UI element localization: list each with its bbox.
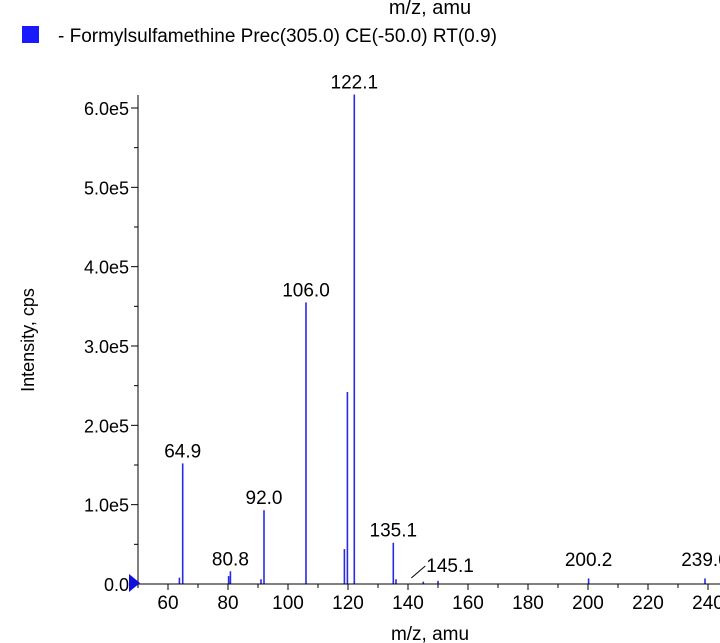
x-tick-label: 220 bbox=[632, 593, 664, 614]
y-tick-label: 0.0 bbox=[104, 575, 129, 595]
y-axis-label: Intensity, cps bbox=[18, 288, 38, 392]
peak-label: 80.8 bbox=[212, 549, 249, 570]
peak-label: 135.1 bbox=[370, 521, 418, 542]
y-tick-label: 1.0e5 bbox=[84, 496, 129, 516]
peak-label-leader bbox=[410, 565, 426, 579]
x-axis-label: m/z, amu bbox=[391, 624, 469, 643]
x-tick-label: 140 bbox=[392, 593, 424, 614]
top-cut-label: m/z, amu bbox=[389, 0, 471, 19]
x-tick-label: 240 bbox=[692, 593, 720, 614]
y-tick-label: 5.0e5 bbox=[84, 178, 129, 198]
baseline-marker-icon[interactable] bbox=[129, 574, 140, 592]
peak-label: 92.0 bbox=[246, 488, 283, 509]
y-tick-label: 2.0e5 bbox=[84, 416, 129, 436]
legend-text: - Formylsulfamethine Prec(305.0) CE(-50.… bbox=[58, 26, 497, 47]
peak-label: 200.2 bbox=[565, 550, 613, 571]
peak-label: 145.1 bbox=[426, 556, 474, 577]
peak-label: 239.0 bbox=[681, 550, 720, 571]
x-tick-label: 200 bbox=[572, 593, 604, 614]
y-tick-label: 6.0e5 bbox=[84, 99, 129, 119]
legend-swatch bbox=[22, 26, 39, 43]
x-tick-label: 80 bbox=[217, 593, 238, 614]
peak-label: 106.0 bbox=[282, 280, 330, 301]
x-tick-label: 60 bbox=[157, 593, 178, 614]
x-tick-label: 160 bbox=[452, 593, 484, 614]
peak-label: 122.1 bbox=[331, 73, 379, 94]
x-tick-label: 120 bbox=[332, 593, 364, 614]
x-tick-label: 180 bbox=[512, 593, 544, 614]
x-tick-label: 100 bbox=[272, 593, 304, 614]
y-tick-label: 4.0e5 bbox=[84, 258, 129, 278]
y-tick-label: 3.0e5 bbox=[84, 337, 129, 357]
peak-label: 64.9 bbox=[164, 441, 201, 462]
